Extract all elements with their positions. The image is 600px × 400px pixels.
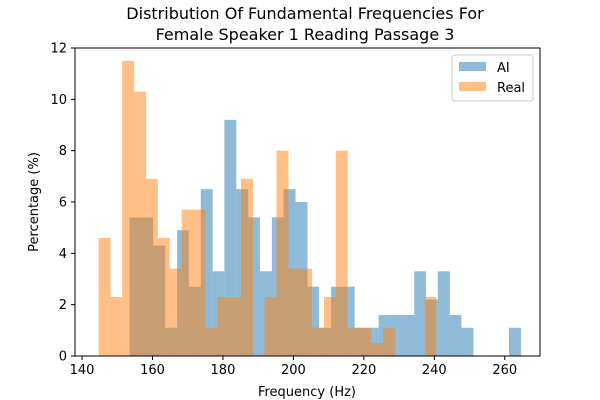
bar-real-4 (146, 178, 158, 356)
bar-real-18 (312, 327, 325, 356)
bar-ai-26 (449, 314, 462, 356)
x-tick-label-220: 220 (351, 363, 376, 378)
bar-ai-17 (343, 286, 355, 356)
bar-real-19 (324, 296, 336, 356)
y-axis-label: Percentage (%) (27, 152, 42, 252)
x-tick-label-240: 240 (422, 363, 447, 378)
bar-ai-14 (307, 286, 320, 356)
bar-real-3 (134, 91, 147, 356)
legend-label-ai: AI (497, 61, 510, 76)
bar-real-21 (347, 327, 360, 356)
bar-real-24 (383, 327, 396, 356)
bar-real-6 (169, 268, 182, 356)
bar-real-10 (217, 296, 229, 356)
bar-real-16 (288, 268, 301, 356)
bar-ai-19 (366, 327, 379, 356)
bar-real-7 (181, 209, 194, 356)
bar-real-11 (228, 296, 241, 356)
bar-real-12 (240, 178, 253, 356)
bar-ai-28 (509, 327, 521, 356)
bar-real-2 (122, 60, 135, 356)
x-axis-ticks: 140 160 180 200 220 240 260 (70, 356, 517, 378)
chart-title-line-1: Distribution Of Fundamental Frequencies … (126, 4, 484, 23)
bar-real-1 (110, 296, 123, 356)
bar-real-17 (300, 268, 313, 356)
y-tick-label-4: 4 (59, 247, 67, 262)
y-tick-label-10: 10 (50, 93, 67, 108)
y-tick-label-12: 12 (50, 42, 67, 57)
bar-ai-5 (200, 189, 213, 356)
bar-real-22 (359, 327, 372, 356)
x-tick-label-140: 140 (70, 363, 95, 378)
x-tick-label-180: 180 (211, 363, 236, 378)
bar-real-5 (157, 237, 170, 356)
y-tick-label-2: 2 (59, 298, 67, 313)
y-tick-label-6: 6 (59, 196, 67, 211)
x-tick-label-260: 260 (492, 363, 517, 378)
series-real-bars (98, 60, 437, 356)
bar-real-0 (98, 237, 111, 356)
bar-ai-23 (414, 271, 426, 356)
legend-swatch-ai (459, 62, 486, 71)
y-axis-ticks: 0 2 4 6 8 10 12 (50, 42, 75, 365)
bar-ai-22 (402, 314, 415, 356)
bar-real-15 (276, 150, 289, 356)
legend-swatch-real (459, 82, 486, 91)
bar-real-23 (371, 343, 384, 356)
y-tick-label-8: 8 (59, 144, 67, 159)
bar-ai-9 (248, 217, 260, 356)
bar-ai-27 (461, 327, 474, 356)
bar-real-9 (205, 327, 218, 356)
bar-real-25 (424, 296, 437, 356)
chart-title-line-2: Female Speaker 1 Reading Passage 3 (156, 25, 455, 44)
legend: AI Real (451, 54, 534, 102)
legend-label-real: Real (497, 81, 525, 96)
bar-ai-25 (437, 271, 450, 356)
bar-real-8 (193, 209, 206, 356)
x-tick-label-200: 200 (281, 363, 306, 378)
y-tick-label-0: 0 (59, 350, 67, 365)
x-axis-label: Frequency (Hz) (258, 385, 356, 400)
x-tick-label-160: 160 (140, 363, 165, 378)
bar-real-20 (335, 150, 348, 356)
bar-ai-7 (224, 119, 237, 356)
bar-real-14 (264, 296, 277, 356)
bar-ai-21 (390, 314, 403, 356)
